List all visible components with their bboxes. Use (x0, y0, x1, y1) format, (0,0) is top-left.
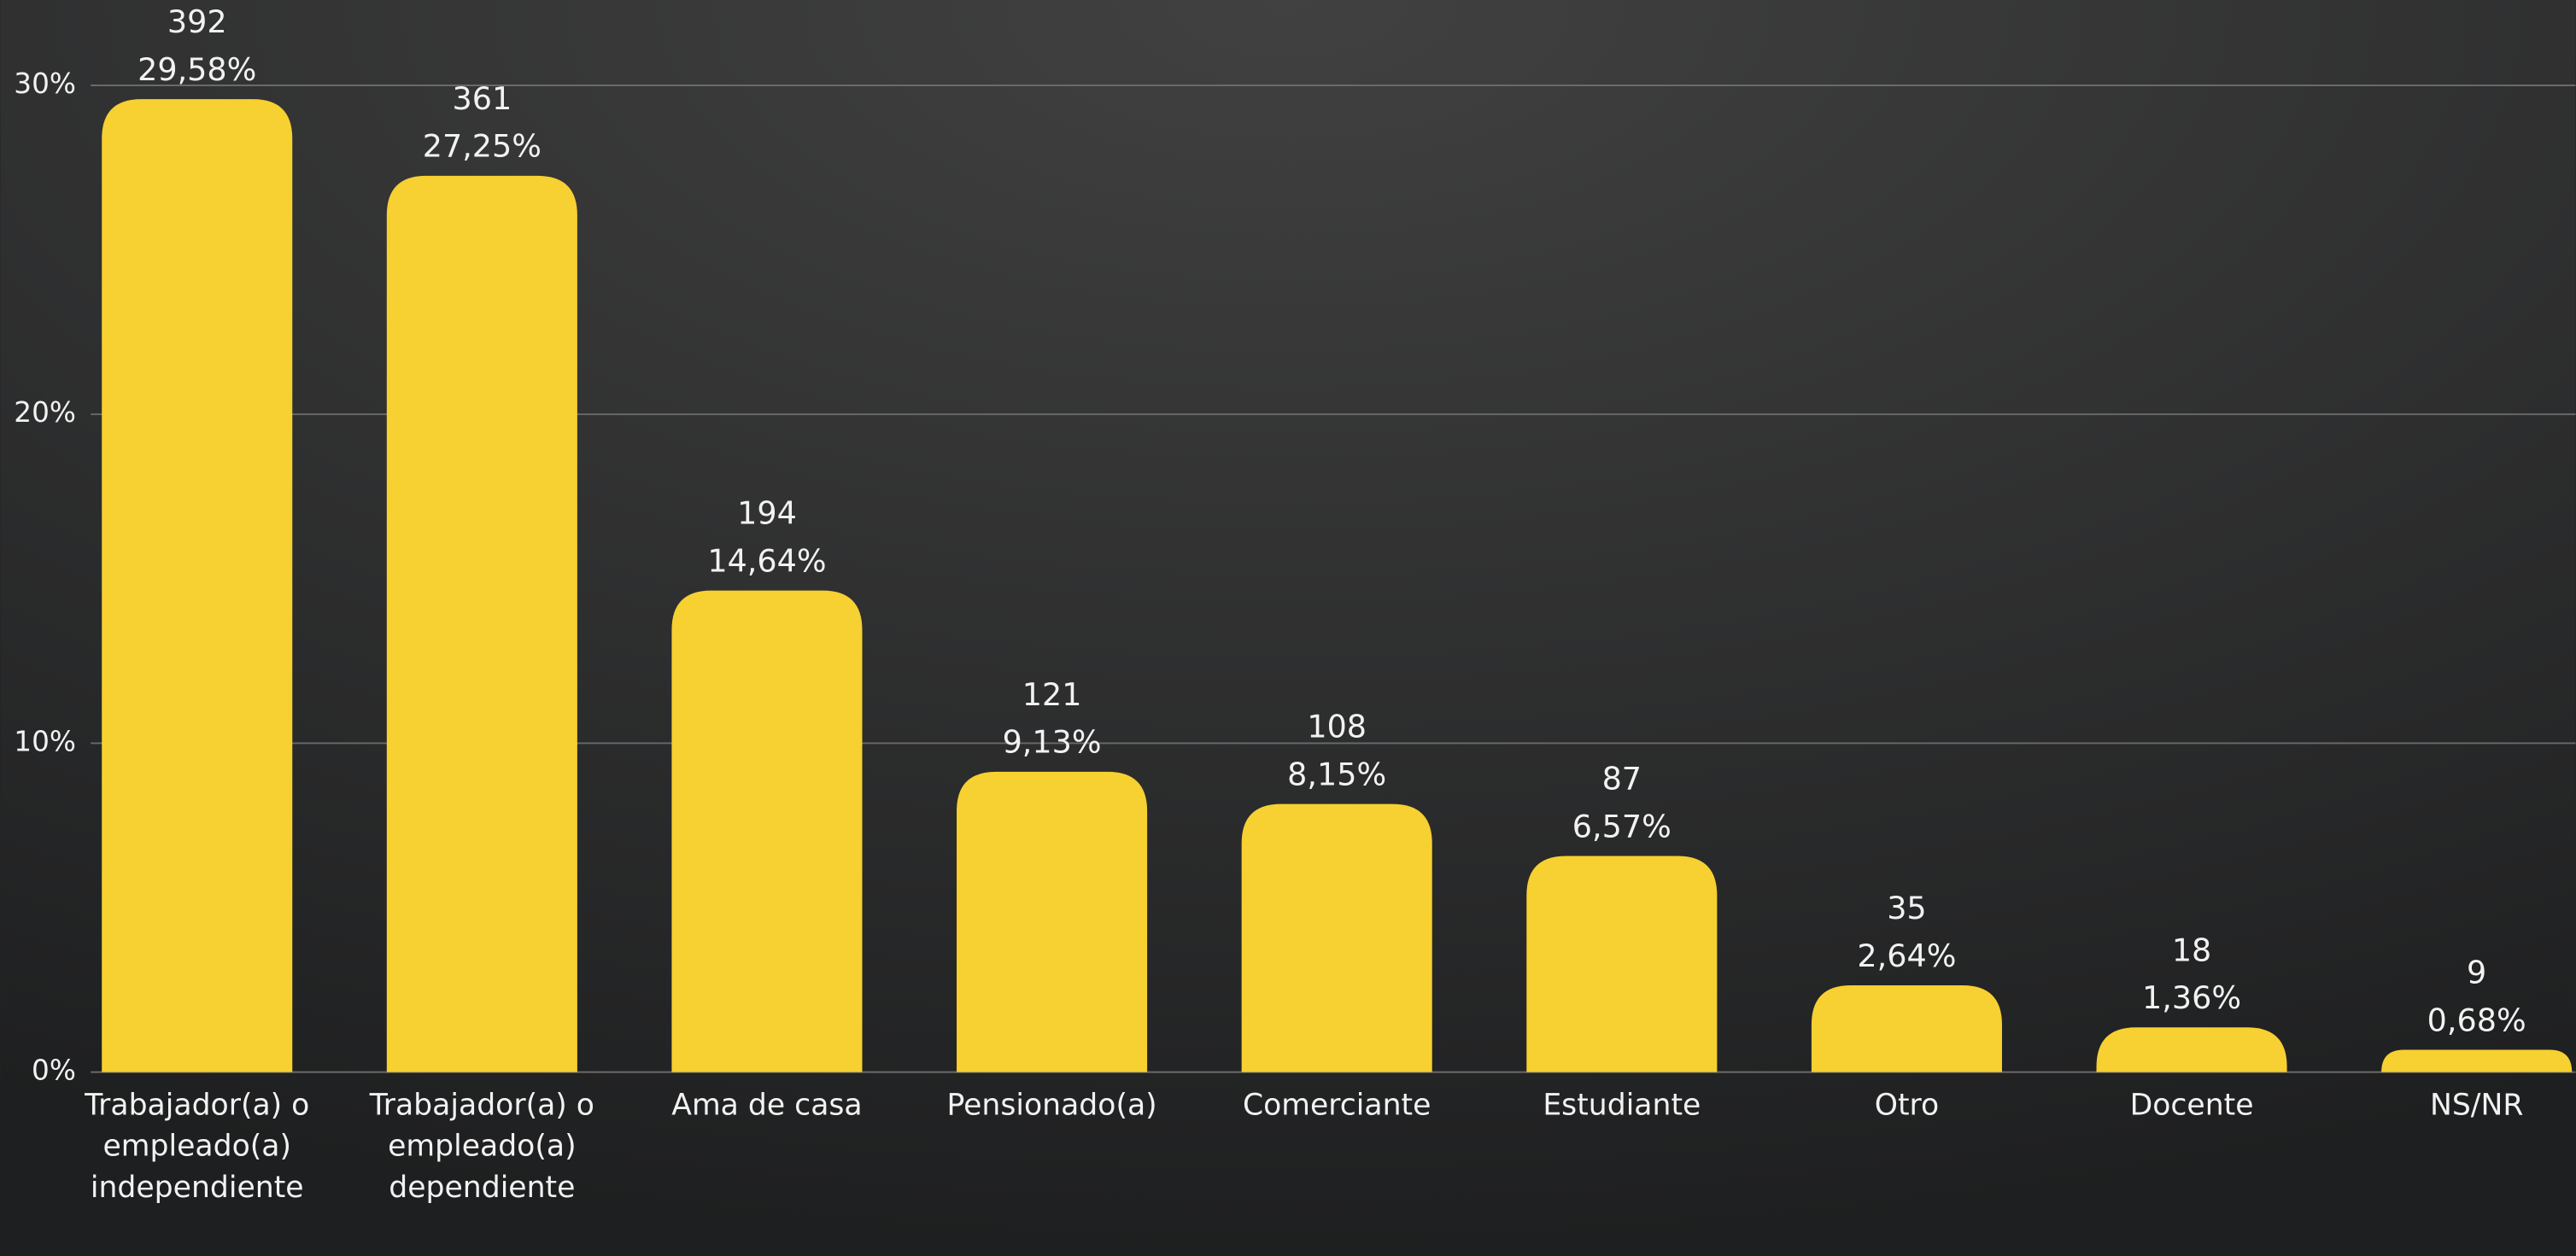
y-tick-label: 0% (32, 1054, 76, 1087)
y-tick-label: 10% (14, 725, 76, 757)
count-label: 87 (1602, 761, 1642, 797)
count-label: 18 (2172, 932, 2211, 968)
x-tick-label-box: Docente (2129, 1088, 2254, 1124)
value-label: 29,58% (138, 51, 256, 88)
count-label: 392 (167, 3, 227, 40)
y-tick-label: 20% (14, 396, 76, 429)
x-tick-label-box: Pensionado(a) (946, 1088, 1157, 1124)
bar (1811, 984, 2002, 1072)
count-label: 121 (1022, 676, 1082, 713)
bar (1526, 856, 1718, 1072)
x-tick-label: Comerciante (1242, 1088, 1431, 1124)
bar (957, 771, 1148, 1072)
x-tick-label: NS/NR (2429, 1088, 2524, 1124)
x-tick-label-box: Comerciante (1242, 1088, 1431, 1124)
y-tick-label: 30% (14, 67, 76, 100)
x-tick-label-box: Estudiante (1543, 1088, 1701, 1124)
count-label: 361 (452, 80, 512, 117)
bar (1241, 803, 1432, 1072)
x-tick-label-box: Otro (1874, 1088, 1940, 1124)
bar (386, 175, 577, 1072)
value-label: 8,15% (1287, 756, 1386, 792)
x-tick-label-box: Trabajador(a) o empleado(a) dependiente (369, 1088, 594, 1206)
x-tick-label: Trabajador(a) o empleado(a) independient… (85, 1088, 310, 1206)
bar (671, 590, 863, 1072)
count-label: 9 (2467, 954, 2486, 990)
value-label: 6,57% (1572, 808, 1671, 844)
bar (2381, 1049, 2573, 1072)
value-label: 9,13% (1003, 724, 1102, 761)
x-tick-label: Otro (1874, 1088, 1940, 1124)
x-tick-label: Trabajador(a) o empleado(a) dependiente (369, 1088, 594, 1206)
x-tick-label: Docente (2129, 1088, 2254, 1124)
value-label: 1,36% (2142, 979, 2241, 1016)
x-tick-label-box: Ama de casa (671, 1088, 863, 1124)
x-tick-label: Ama de casa (671, 1088, 863, 1124)
x-tick-label-box: NS/NR (2429, 1088, 2524, 1124)
count-label: 108 (1307, 709, 1367, 745)
value-label: 0,68% (2427, 1002, 2526, 1038)
count-label: 194 (737, 495, 797, 532)
value-label: 14,64% (707, 542, 826, 579)
value-label: 2,64% (1857, 938, 1956, 974)
bar (102, 99, 293, 1072)
x-tick-label: Pensionado(a) (946, 1088, 1157, 1124)
x-tick-label-box: Trabajador(a) o empleado(a) independient… (85, 1088, 310, 1206)
bar (2096, 1027, 2287, 1072)
x-tick-label: Estudiante (1543, 1088, 1701, 1124)
count-label: 35 (1887, 890, 1926, 926)
value-label: 27,25% (423, 128, 542, 165)
